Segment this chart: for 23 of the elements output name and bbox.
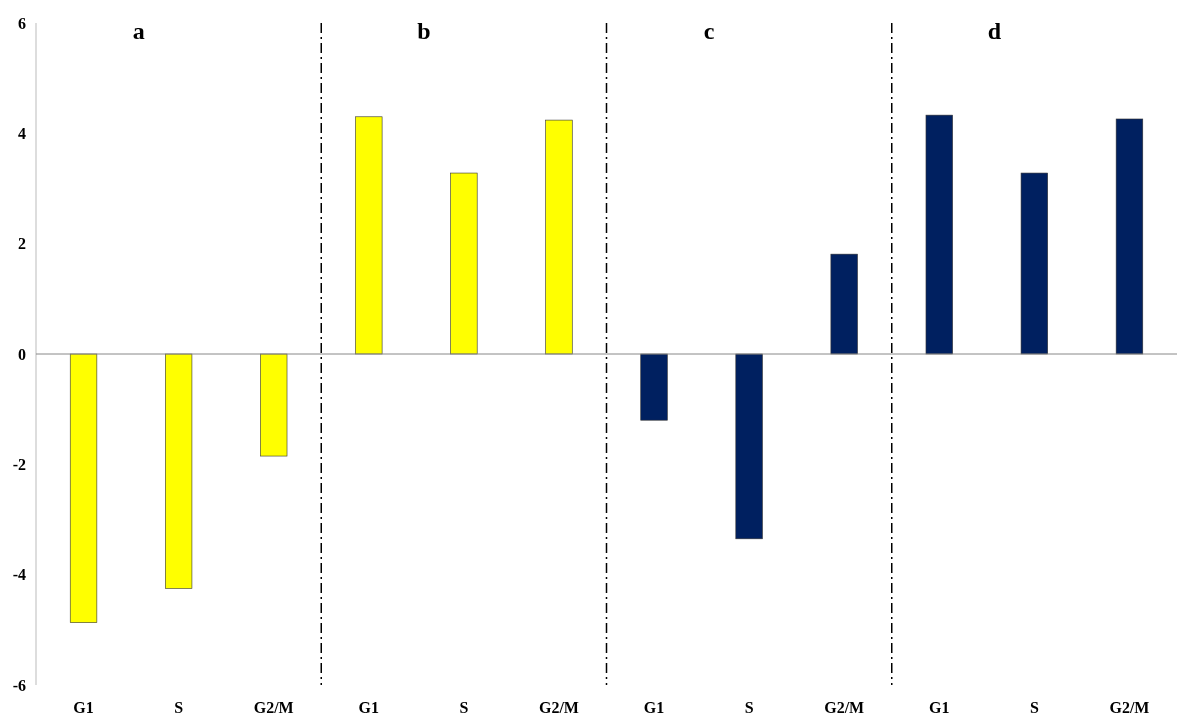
y-tick-label: -2: [12, 455, 26, 473]
x-tick-label: G1: [358, 699, 380, 716]
y-tick-label: 0: [18, 345, 26, 363]
x-tick-label: G2/M: [253, 699, 294, 716]
x-tick-label: S: [174, 699, 184, 716]
x-tick-label: S: [744, 699, 754, 716]
x-tick-label: G2/M: [1109, 699, 1150, 716]
y-tick-label: -4: [12, 566, 26, 584]
x-tick-label: G1: [643, 699, 665, 716]
y-tick-label: 6: [18, 14, 26, 32]
x-tick-label: G2/M: [538, 699, 579, 716]
y-tick-label: 4: [18, 124, 26, 142]
annotation: a: [132, 18, 145, 45]
x-tick-label: S: [459, 699, 469, 716]
x-tick-label: G1: [929, 699, 950, 716]
annotation: b: [417, 18, 431, 45]
y-tick-label: 2: [18, 235, 26, 253]
y-tick-label: -6: [12, 676, 26, 694]
x-tick-label: G1: [73, 699, 94, 716]
x-tick-label: G2/M: [824, 699, 865, 716]
annotation: c: [703, 18, 715, 45]
annotation: d: [987, 18, 1002, 45]
x-tick-label: S: [1029, 699, 1039, 716]
